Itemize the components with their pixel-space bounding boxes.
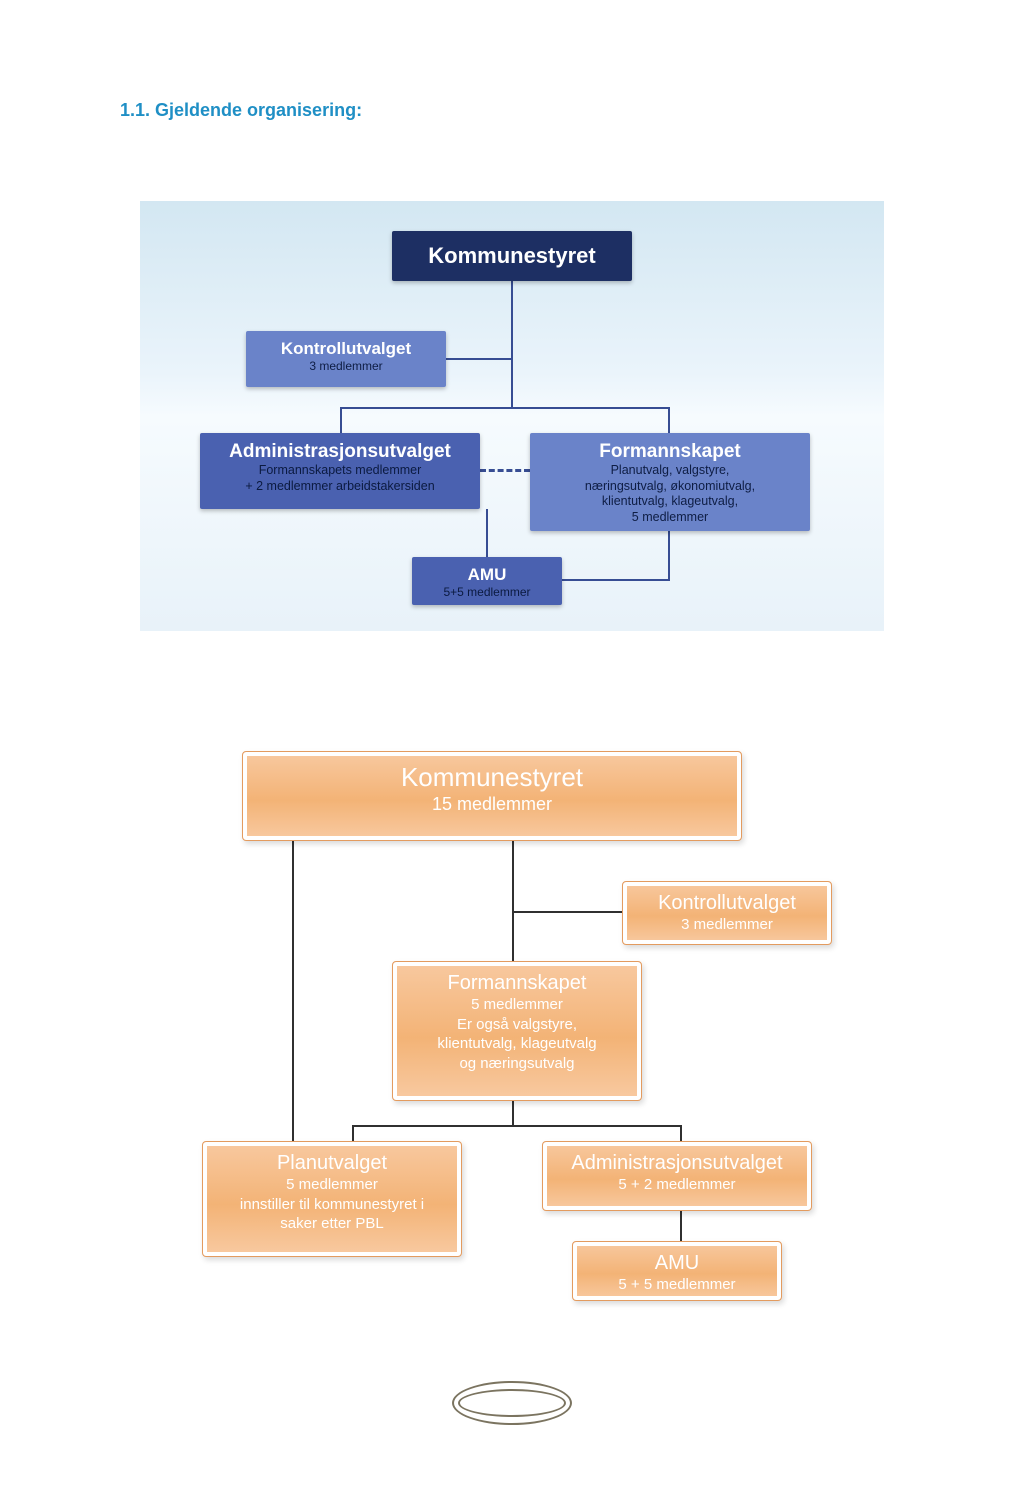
connector [446,358,512,360]
node-title: Kontrollutvalget [256,339,436,359]
node-subtitle: Planutvalg, valgstyre, næringsutvalg, øk… [540,463,800,526]
connector [511,281,513,407]
node-amu: AMU 5 + 5 medlemmer [572,1241,782,1301]
page: 1.1. Gjeldende organisering: Kommunestyr… [0,0,1024,1485]
connector [352,1125,682,1127]
node-title: Kommunestyret [255,762,729,793]
node-kommunestyret: Kommunestyret 15 medlemmer [242,751,742,841]
node-kommunestyret: Kommunestyret [392,231,632,281]
page-footer-ornament [452,1381,572,1425]
connector [512,1101,514,1125]
node-amu: AMU 5+5 medlemmer [412,557,562,605]
node-subtitle: 5+5 medlemmer [422,585,552,600]
connector [562,579,670,581]
node-administrasjonsutvalget: Administrasjonsutvalget Formannskapets m… [200,433,480,509]
node-title: Administrasjonsutvalget [210,441,470,463]
node-subtitle: 3 medlemmer [635,915,819,935]
node-formannskapet: Formannskapet 5 medlemmer Er også valgst… [392,961,642,1101]
org-chart-alt: Kommunestyret 15 medlemmer Kontrollutval… [202,751,822,1321]
connector [292,841,294,1141]
connector [668,407,670,433]
node-kontrollutvalget: Kontrollutvalget 3 medlemmer [246,331,446,387]
connector [680,1211,682,1241]
node-subtitle: 5 + 2 medlemmer [555,1175,799,1195]
node-subtitle: 5 medlemmer Er også valgstyre, klientutv… [405,995,629,1073]
node-title: Planutvalget [215,1152,449,1175]
node-formannskapet: Formannskapet Planutvalg, valgstyre, nær… [530,433,810,531]
connector-dashed [480,469,530,472]
connector [512,841,514,961]
ellipse-icon [458,1389,566,1417]
node-title: Administrasjonsutvalget [555,1152,799,1175]
org-chart-current: Kommunestyret Kontrollutvalget 3 medlemm… [140,201,884,631]
connector [680,1125,682,1141]
connector [512,911,624,913]
node-subtitle: 5 + 5 medlemmer [585,1275,769,1295]
connector [352,1125,354,1141]
node-title: Formannskapet [405,972,629,995]
node-administrasjonsutvalget: Administrasjonsutvalget 5 + 2 medlemmer [542,1141,812,1211]
connector [340,407,670,409]
node-title: Formannskapet [540,441,800,463]
connector [486,509,488,557]
node-kontrollutvalget: Kontrollutvalget 3 medlemmer [622,881,832,945]
connector [668,531,670,581]
node-title: AMU [585,1252,769,1275]
node-subtitle: 15 medlemmer [255,793,729,816]
node-title: Kommunestyret [402,239,622,273]
node-subtitle: Formannskapets medlemmer + 2 medlemmer a… [210,463,470,494]
node-title: Kontrollutvalget [635,892,819,915]
connector [340,407,342,433]
node-subtitle: 3 medlemmer [256,359,436,374]
section-heading: 1.1. Gjeldende organisering: [120,100,904,121]
node-title: AMU [422,565,552,585]
node-subtitle: 5 medlemmer innstiller til kommunestyret… [215,1175,449,1234]
node-planutvalget: Planutvalget 5 medlemmer innstiller til … [202,1141,462,1257]
